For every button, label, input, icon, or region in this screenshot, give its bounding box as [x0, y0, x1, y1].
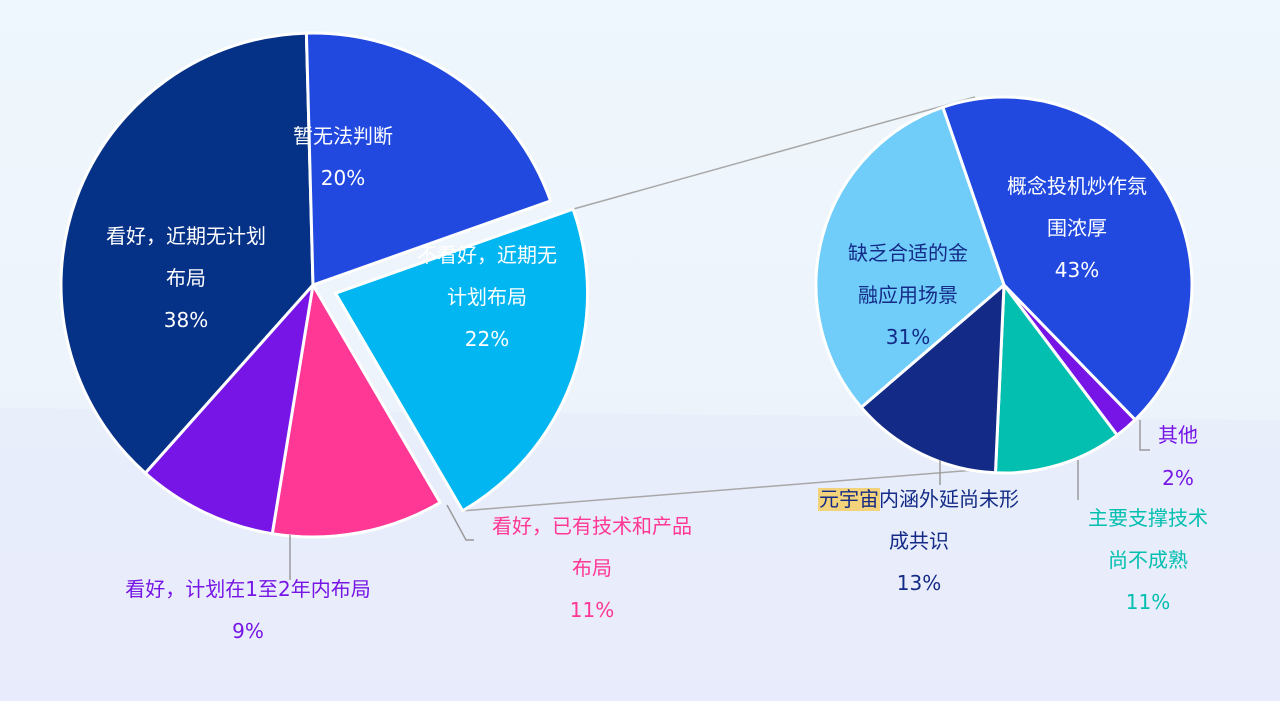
- value-label: 38%: [164, 308, 208, 332]
- main-pie-slice-3: [334, 207, 589, 513]
- main-pie-slice-5: [143, 283, 315, 536]
- secondary-pie-label-1: 概念投机炒作氛围浓厚 43%: [1007, 174, 1147, 282]
- main-pie-label-2: 暂无法判断 20%: [293, 124, 393, 190]
- secondary-pie-leader-line-2: [1139, 420, 1150, 451]
- main-pie-slice-2: [304, 31, 553, 287]
- slice-labels: 看好，近期无计划布局 38% 暂无法判断 20% 不看好，近期无计划布局 22% 看好，已有…: [106, 124, 1208, 643]
- secondary-pie: [814, 95, 1194, 475]
- value-label: 20%: [321, 166, 365, 190]
- value-label: 22%: [465, 327, 509, 351]
- value-label: 9%: [232, 619, 264, 643]
- main-pie-label-5: 看好，计划在1至2年内布局 9%: [125, 577, 370, 643]
- value-label: 13%: [897, 571, 941, 595]
- main-pie-label-4: 看好，已有技术和产品布局 11%: [492, 514, 692, 622]
- highlighted-prefix: 元宇宙: [819, 487, 879, 511]
- main-pie-slice-4: [270, 283, 442, 539]
- secondary-pie-slice-1: [941, 95, 1194, 422]
- main-pie-leader-line-4: [446, 504, 474, 541]
- secondary-pie-label-5: 缺乏合适的金融应用场景 31%: [848, 241, 968, 349]
- value-label: 43%: [1055, 258, 1099, 282]
- main-pie-label-1: 看好，近期无计划布局 38%: [106, 224, 266, 332]
- value-label: 2%: [1162, 466, 1194, 490]
- secondary-pie-slice-5: [814, 105, 1006, 409]
- secondary-pie-slice-3: [993, 283, 1119, 475]
- main-pie: [59, 31, 589, 539]
- secondary-pie-label-3: 主要支撑技术尚不成熟 11%: [1088, 506, 1208, 614]
- connector-lines: [462, 96, 976, 512]
- value-label: 11%: [570, 598, 614, 622]
- prefix-highlight: [818, 488, 880, 511]
- secondary-pie-label-2: 其他 2%: [1158, 423, 1198, 490]
- value-label: 11%: [1126, 590, 1170, 614]
- connector-line-top: [572, 96, 976, 210]
- connector-line-bottom: [462, 469, 976, 512]
- secondary-pie-slice-4: [859, 283, 1006, 475]
- leader-lines: [289, 420, 1150, 580]
- main-pie-slice-1: [59, 31, 315, 475]
- main-pie-label-3: 不看好，近期无计划布局 22%: [417, 243, 557, 351]
- value-label: 31%: [886, 325, 930, 349]
- secondary-pie-label-4: 元宇宙内涵外延尚未形成共识 13%: [819, 487, 1019, 595]
